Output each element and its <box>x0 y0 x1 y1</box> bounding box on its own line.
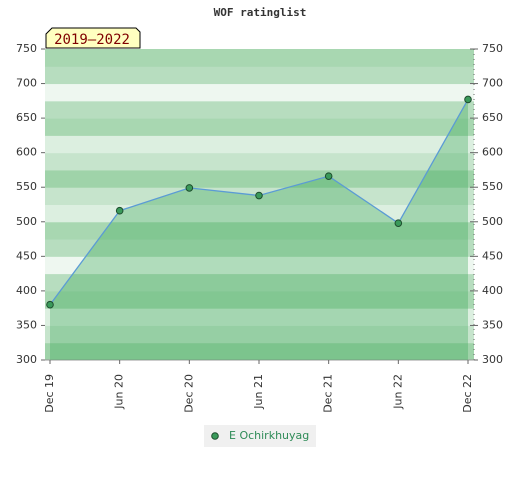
background-stripe <box>45 169 474 188</box>
y2-tick-label: 750 <box>482 42 503 55</box>
background-stripe <box>45 256 474 275</box>
background-stripe <box>45 204 474 223</box>
point <box>46 300 54 309</box>
background-stripe <box>45 308 474 326</box>
background-stripe <box>45 83 474 102</box>
x-tick-label: Dec 20 <box>182 374 195 413</box>
y2-tick-label: 300 <box>482 353 503 366</box>
y2-tick-label: 350 <box>482 318 503 331</box>
background-stripe <box>45 49 474 67</box>
background-stripe <box>45 135 474 154</box>
y2-tick-label: 400 <box>482 284 503 297</box>
legend-box <box>204 425 316 447</box>
y2-tick-label: 550 <box>482 180 503 193</box>
x-tick-label: Jun 21 <box>252 374 265 410</box>
y-tick-label: 750 <box>16 42 37 55</box>
y2-tick-label: 450 <box>482 249 503 262</box>
point <box>394 219 403 227</box>
background-stripe <box>45 221 474 240</box>
plot-area <box>45 49 474 361</box>
x-tick-label: Dec 21 <box>322 374 335 413</box>
y-tick-label: 400 <box>16 284 37 297</box>
point <box>185 184 194 192</box>
y-tick-label: 450 <box>16 249 37 262</box>
background-stripe <box>45 66 474 85</box>
y2-tick-label: 600 <box>482 146 503 159</box>
y-tick-label: 700 <box>16 77 37 90</box>
point <box>115 206 124 215</box>
x-tick-label: Jun 20 <box>113 374 126 410</box>
y-tick-label: 350 <box>16 318 37 331</box>
x-tick-label: Dec 22 <box>461 374 474 413</box>
background-stripe <box>45 100 474 119</box>
y2-tick-label: 650 <box>482 111 503 124</box>
background-stripe <box>45 273 474 292</box>
y-tick-label: 300 <box>16 353 37 366</box>
x-tick-label: Jun 22 <box>391 374 404 410</box>
background-stripe <box>45 325 474 344</box>
background-stripe <box>45 342 474 361</box>
area <box>50 99 468 360</box>
point <box>324 172 333 180</box>
legend-marker <box>211 432 219 440</box>
y2-tick-label: 500 <box>482 215 503 228</box>
background-stripe <box>45 239 474 257</box>
y2-tick-label: 700 <box>482 77 503 90</box>
x-tick-label: Dec 19 <box>43 374 56 413</box>
chart-title: WOF ratinglist <box>214 6 307 19</box>
y-tick-label: 500 <box>16 215 37 228</box>
background-stripe <box>45 152 474 171</box>
point <box>464 95 472 104</box>
background-stripe <box>45 290 474 309</box>
y-tick-label: 550 <box>16 180 37 193</box>
legend-label: E Ochirkhuyag <box>229 429 309 442</box>
point <box>255 191 263 200</box>
period-label: 2019–2022 <box>54 32 130 48</box>
period-badge <box>45 27 141 49</box>
y-tick-label: 650 <box>16 111 37 124</box>
background-stripe <box>45 118 474 136</box>
y-tick-label: 600 <box>16 146 37 159</box>
